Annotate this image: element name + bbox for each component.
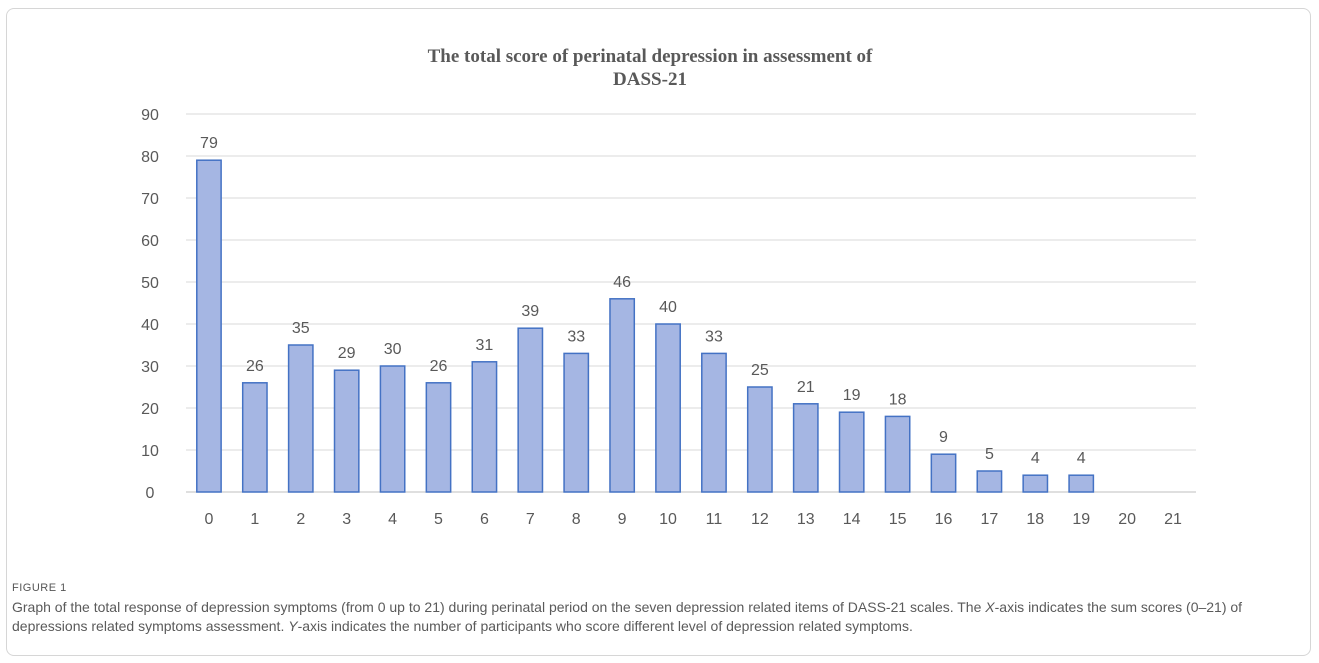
chart-title-line-2: DASS-21	[613, 69, 687, 90]
bar-4	[379, 365, 406, 493]
x-tick-label: 16	[935, 511, 953, 528]
bar-7	[517, 327, 544, 493]
x-tick-label: 6	[480, 511, 489, 528]
bar-2	[287, 344, 314, 493]
y-tick-label: 40	[141, 317, 159, 334]
x-axis: 0 1 2 3 4 5 6 7 8 9 10 11 12 13 14 15 16 17 18 19 20 21	[205, 511, 1183, 528]
data-label: 21	[797, 379, 815, 396]
data-label: 26	[430, 358, 448, 375]
bar-9	[609, 298, 636, 493]
data-label: 9	[939, 429, 948, 446]
y-tick-label: 20	[141, 401, 159, 418]
bar-16	[930, 453, 957, 493]
data-label: 26	[246, 358, 264, 375]
x-tick-label: 12	[751, 511, 769, 528]
x-tick-label: 5	[434, 511, 443, 528]
data-label: 25	[751, 362, 769, 379]
x-tick-label: 15	[889, 511, 907, 528]
chart-title-line-1: The total score of perinatal depression …	[428, 46, 873, 67]
x-tick-label: 8	[572, 511, 581, 528]
x-tick-label: 10	[659, 511, 677, 528]
x-tick-label: 21	[1164, 511, 1182, 528]
x-tick-label: 4	[388, 511, 397, 528]
bar-6	[471, 361, 498, 493]
y-tick-label: 90	[141, 107, 159, 124]
x-tick-label: 9	[618, 511, 627, 528]
bar-17	[976, 470, 1003, 493]
x-tick-label: 19	[1072, 511, 1090, 528]
bar-0	[196, 159, 222, 493]
x-tick-label: 14	[843, 511, 861, 528]
data-label: 39	[521, 303, 539, 320]
bars: 79 26 35 29 30 26 31 39 33 46 40 33 25 21 19 18 9 5 4 4	[196, 135, 1095, 493]
x-tick-label: 11	[706, 511, 723, 528]
y-axis: 0 10 20 30 40 50 60 70 80 90	[141, 107, 159, 502]
y-tick-label: 10	[141, 443, 159, 460]
data-label: 79	[200, 135, 218, 152]
caption-part-3: -axis indicates the number of participan…	[297, 618, 913, 634]
data-label: 4	[1031, 450, 1040, 467]
x-tick-label: 13	[797, 511, 815, 528]
y-tick-label: 30	[141, 359, 159, 376]
data-label: 33	[705, 328, 723, 345]
bar-18	[1022, 474, 1049, 493]
x-tick-label: 0	[205, 511, 214, 528]
bar-11	[701, 352, 727, 493]
bar-8	[563, 352, 590, 493]
y-tick-label: 70	[141, 191, 159, 208]
y-tick-label: 50	[141, 275, 159, 292]
data-label: 5	[985, 446, 994, 463]
y-tick-label: 0	[146, 485, 155, 502]
x-tick-label: 1	[250, 511, 259, 528]
caption-part-1: Graph of the total response of depressio…	[12, 599, 986, 615]
y-tick-label: 60	[141, 233, 159, 250]
data-label: 46	[613, 274, 631, 291]
bar-3	[333, 369, 360, 493]
bar-1	[241, 382, 268, 493]
x-tick-label: 2	[296, 511, 305, 528]
bar-12	[746, 386, 773, 493]
bar-10	[655, 323, 681, 493]
data-label: 4	[1077, 450, 1086, 467]
figure-label: FIGURE 1	[12, 582, 67, 594]
bar-15	[884, 415, 911, 493]
y-tick-label: 80	[141, 149, 159, 166]
caption-y-axis-symbol: Y	[288, 618, 298, 634]
figure-caption-text: Graph of the total response of depressio…	[12, 598, 1302, 636]
x-tick-label: 20	[1118, 511, 1136, 528]
data-label: 30	[384, 341, 402, 358]
data-label: 19	[843, 387, 861, 404]
caption-x-axis-symbol: X	[985, 599, 995, 615]
data-label: 35	[292, 320, 310, 337]
data-label: 29	[338, 345, 356, 362]
x-tick-label: 7	[526, 511, 535, 528]
data-label: 33	[567, 328, 585, 345]
data-label: 31	[476, 337, 494, 354]
bar-13	[792, 403, 819, 493]
bar-19	[1068, 474, 1095, 493]
x-tick-label: 17	[981, 511, 999, 528]
x-tick-label: 3	[342, 511, 351, 528]
figure-caption: FIGURE 1 Graph of the total response of …	[12, 582, 1302, 636]
caption-part-2: -axis indicates the sum scores (0–21) of…	[12, 599, 1243, 634]
bar-5	[425, 382, 452, 493]
data-label: 18	[889, 391, 907, 408]
bar-chart: The total score of perinatal depression …	[141, 46, 1196, 528]
bar-14	[838, 411, 865, 493]
x-tick-label: 18	[1026, 511, 1044, 528]
data-label: 40	[659, 299, 677, 316]
